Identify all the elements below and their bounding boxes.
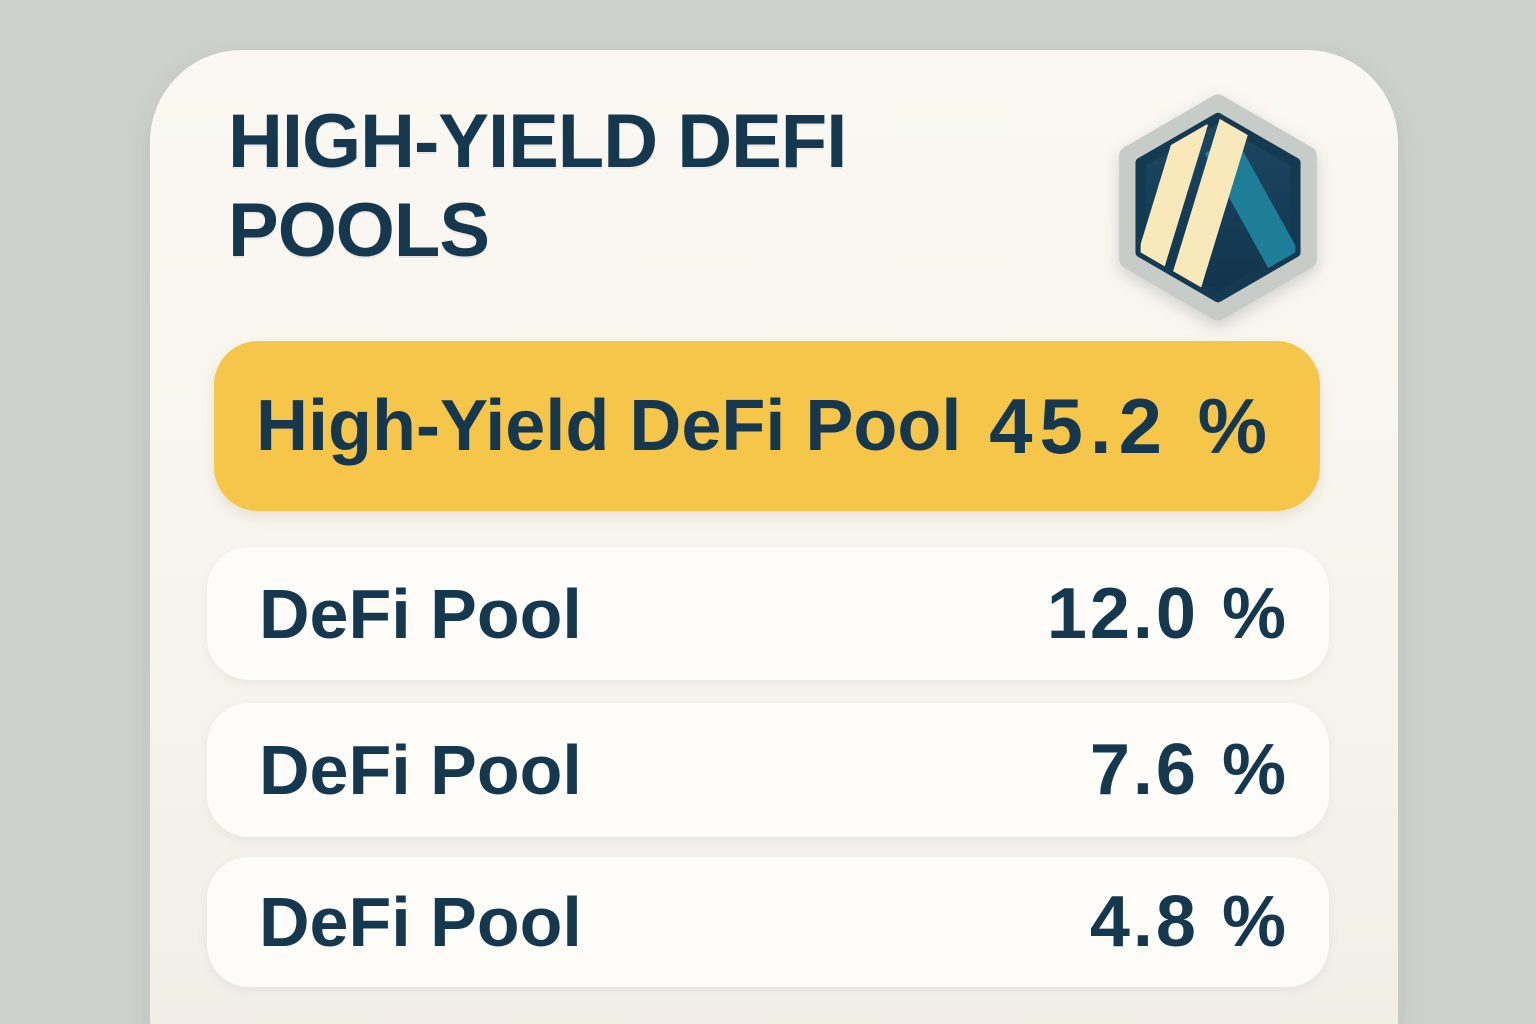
pool-name: DeFi Pool [259,574,582,653]
pool-row-highlight[interactable]: High-Yield DeFi Pool 45.2 % [214,341,1320,511]
pool-name: DeFi Pool [259,883,582,961]
pool-apy-value: 4.8 % [1089,882,1289,962]
pool-apy-value: 45.2 % [989,381,1274,470]
page-title: HIGH-YIELD DEFI POOLS [228,99,847,273]
defi-pools-card: HIGH-YIELD DEFI POOLS [150,50,1398,1024]
pool-row[interactable]: DeFi Pool 7.6 % [207,703,1329,837]
pool-apy-value: 12.0 % [1046,573,1289,654]
pool-row[interactable]: DeFi Pool 4.8 % [207,857,1329,987]
pool-name: DeFi Pool [259,731,582,809]
pool-apy-value: 7.6 % [1089,730,1289,810]
pool-name: High-Yield DeFi Pool [256,386,962,466]
pool-row[interactable]: DeFi Pool 12.0 % [207,547,1329,680]
defi-hexagon-logo-icon [1119,94,1317,321]
